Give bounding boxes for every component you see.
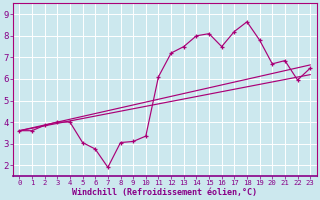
X-axis label: Windchill (Refroidissement éolien,°C): Windchill (Refroidissement éolien,°C) <box>72 188 257 197</box>
